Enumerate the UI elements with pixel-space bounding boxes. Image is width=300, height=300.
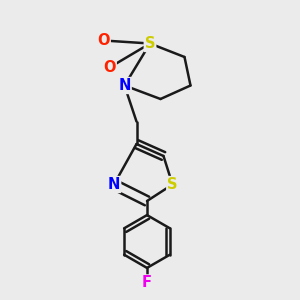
Text: S: S — [145, 36, 155, 51]
Text: N: N — [108, 177, 120, 192]
Text: N: N — [118, 78, 131, 93]
Text: O: O — [97, 33, 110, 48]
Text: F: F — [142, 275, 152, 290]
Text: S: S — [167, 177, 178, 192]
Text: O: O — [103, 60, 116, 75]
